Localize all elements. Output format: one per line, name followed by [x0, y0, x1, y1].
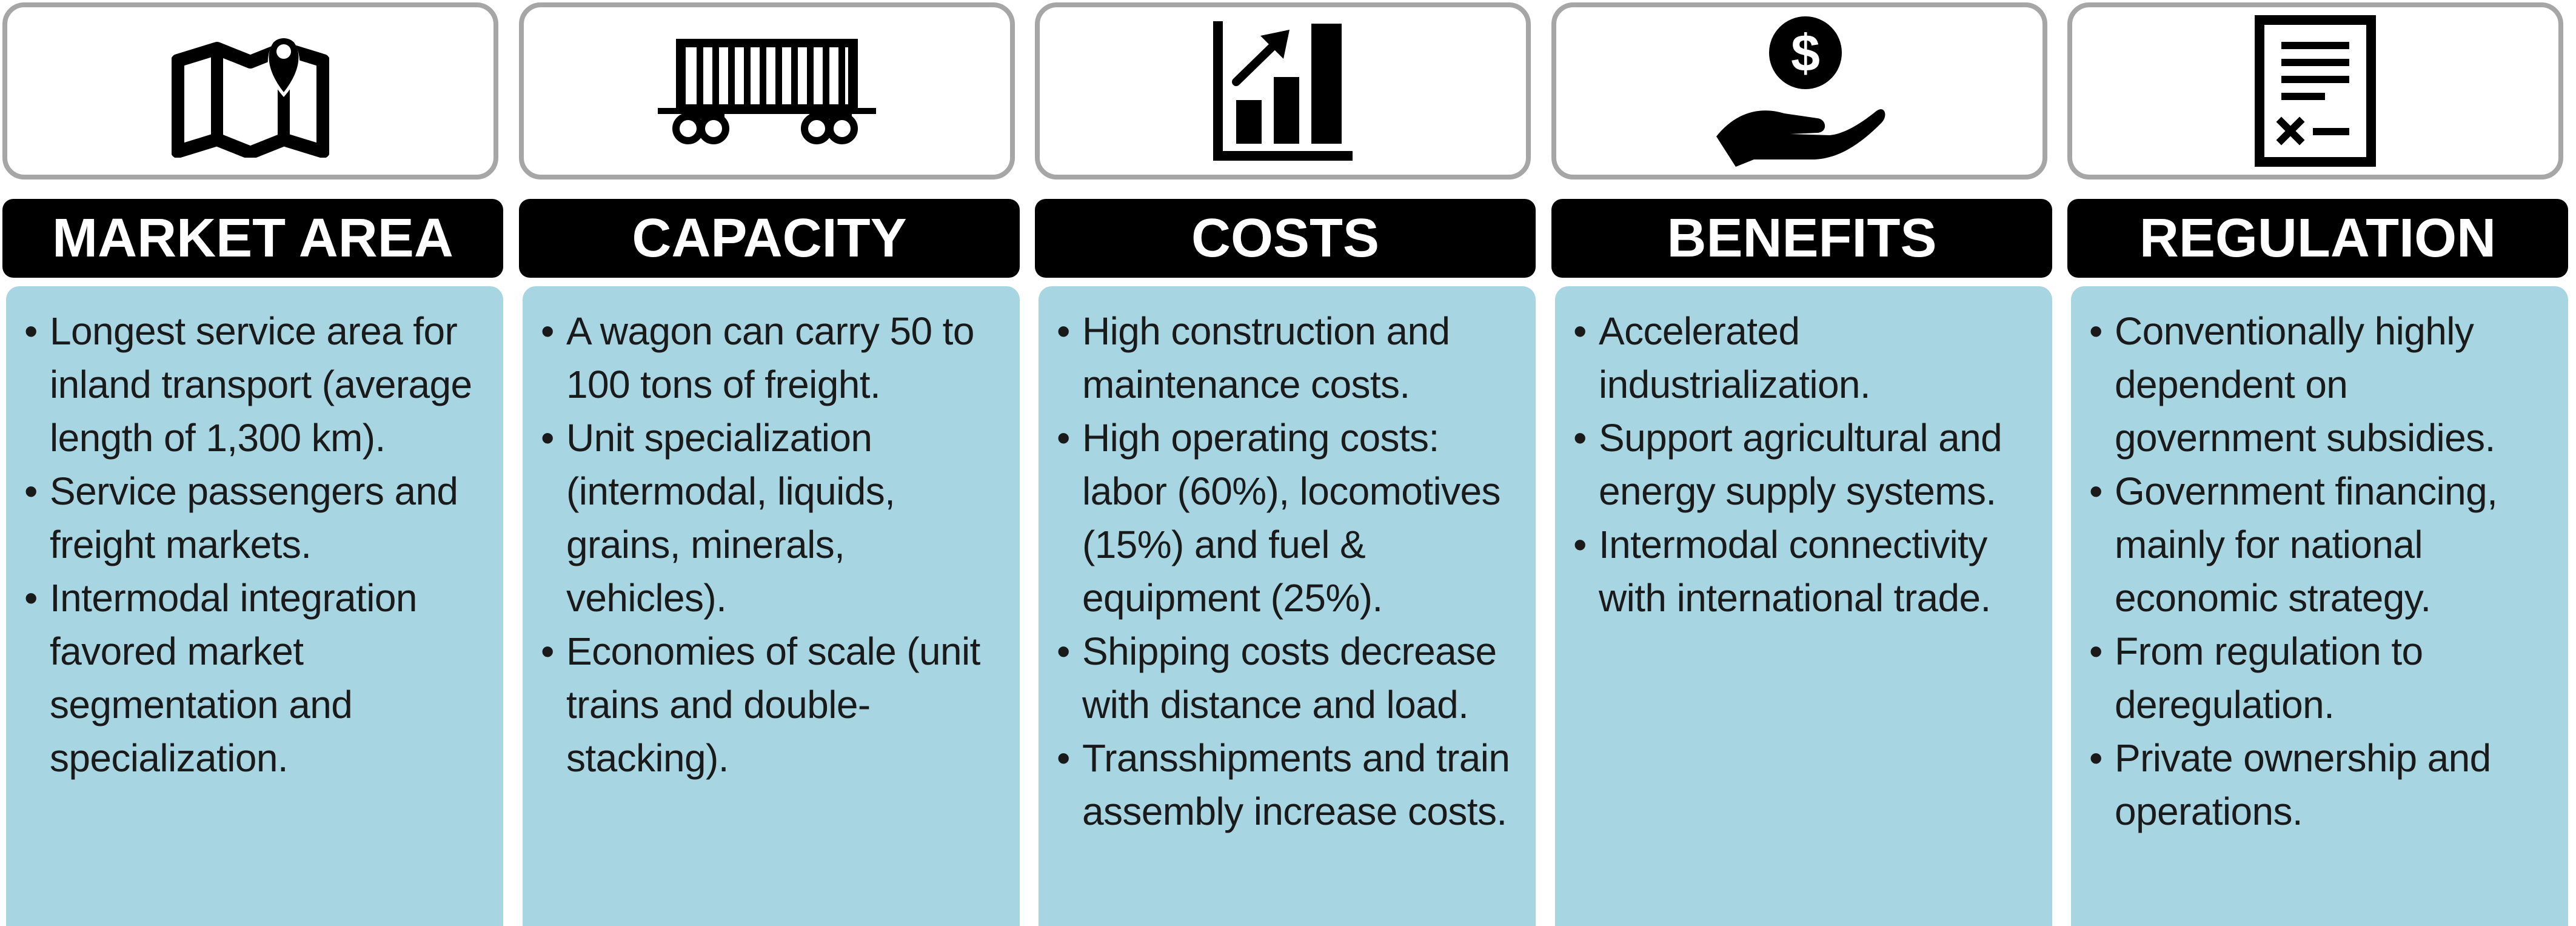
list-item: Accelerated industrialization. — [1573, 304, 2038, 411]
list-item: Intermodal integration favored market se… — [24, 571, 489, 785]
body-capacity: A wagon can carry 50 to 100 tons of frei… — [523, 286, 1020, 926]
document-icon — [2255, 15, 2376, 167]
header-benefits: BENEFITS — [1551, 199, 2052, 278]
column-capacity: CAPACITY A wagon can carry 50 to 100 ton… — [517, 0, 1022, 926]
list-item: High construction and maintenance costs. — [1057, 304, 1521, 411]
icon-box-benefits: $ — [1551, 2, 2047, 179]
bullet-list-costs: High construction and maintenance costs.… — [1057, 304, 1521, 838]
header-regulation: REGULATION — [2067, 199, 2568, 278]
column-regulation: REGULATION Conventionally highly depende… — [2065, 0, 2571, 926]
svg-text:$: $ — [1791, 24, 1820, 82]
bullet-list-capacity: A wagon can carry 50 to 100 tons of frei… — [541, 304, 1005, 785]
column-benefits: $ BENEFITS Accelerated industrialization… — [1549, 0, 2055, 926]
list-item: Support agricultural and energy supply s… — [1573, 411, 2038, 518]
list-item: Unit specialization (intermodal, liquids… — [541, 411, 1005, 625]
body-regulation: Conventionally highly dependent on gover… — [2071, 286, 2568, 926]
icon-box-capacity — [519, 2, 1015, 179]
list-item: From regulation to deregulation. — [2089, 625, 2554, 731]
header-capacity: CAPACITY — [519, 199, 1020, 278]
list-item: Government financing, mainly for nationa… — [2089, 465, 2554, 625]
map-pin-icon — [172, 27, 329, 158]
bullet-list-regulation: Conventionally highly dependent on gover… — [2089, 304, 2554, 838]
list-item: Conventionally highly dependent on gover… — [2089, 304, 2554, 465]
bar-chart-growth-icon — [1213, 21, 1353, 161]
column-market-area: MARKET AREA Longest service area for inl… — [0, 0, 506, 926]
bullet-list-market-area: Longest service area for inland transpor… — [24, 304, 489, 785]
list-item: Economies of scale (unit trains and doub… — [541, 625, 1005, 785]
list-item: Private ownership and operations. — [2089, 731, 2554, 838]
list-item: High operating costs: labor (60%), locom… — [1057, 411, 1521, 625]
header-costs: COSTS — [1035, 199, 1536, 278]
railcar-icon — [658, 39, 876, 144]
list-item: Intermodal connectivity with internation… — [1573, 518, 2038, 625]
body-benefits: Accelerated industrialization. Support a… — [1555, 286, 2052, 926]
list-item: Longest service area for inland transpor… — [24, 304, 489, 465]
hand-dollar-icon: $ — [1716, 16, 1885, 167]
header-market-area: MARKET AREA — [2, 199, 503, 278]
body-market-area: Longest service area for inland transpor… — [6, 286, 503, 926]
list-item: Shipping costs decrease with distance an… — [1057, 625, 1521, 731]
list-item: A wagon can carry 50 to 100 tons of frei… — [541, 304, 1005, 411]
list-item: Service passengers and freight markets. — [24, 465, 489, 571]
list-item: Transshipments and train assembly increa… — [1057, 731, 1521, 838]
body-costs: High construction and maintenance costs.… — [1039, 286, 1536, 926]
icon-box-regulation — [2067, 2, 2563, 179]
bullet-list-benefits: Accelerated industrialization. Support a… — [1573, 304, 2038, 625]
icon-box-costs — [1035, 2, 1531, 179]
icon-box-market-area — [2, 2, 498, 179]
column-costs: COSTS High construction and maintenance … — [1032, 0, 1538, 926]
